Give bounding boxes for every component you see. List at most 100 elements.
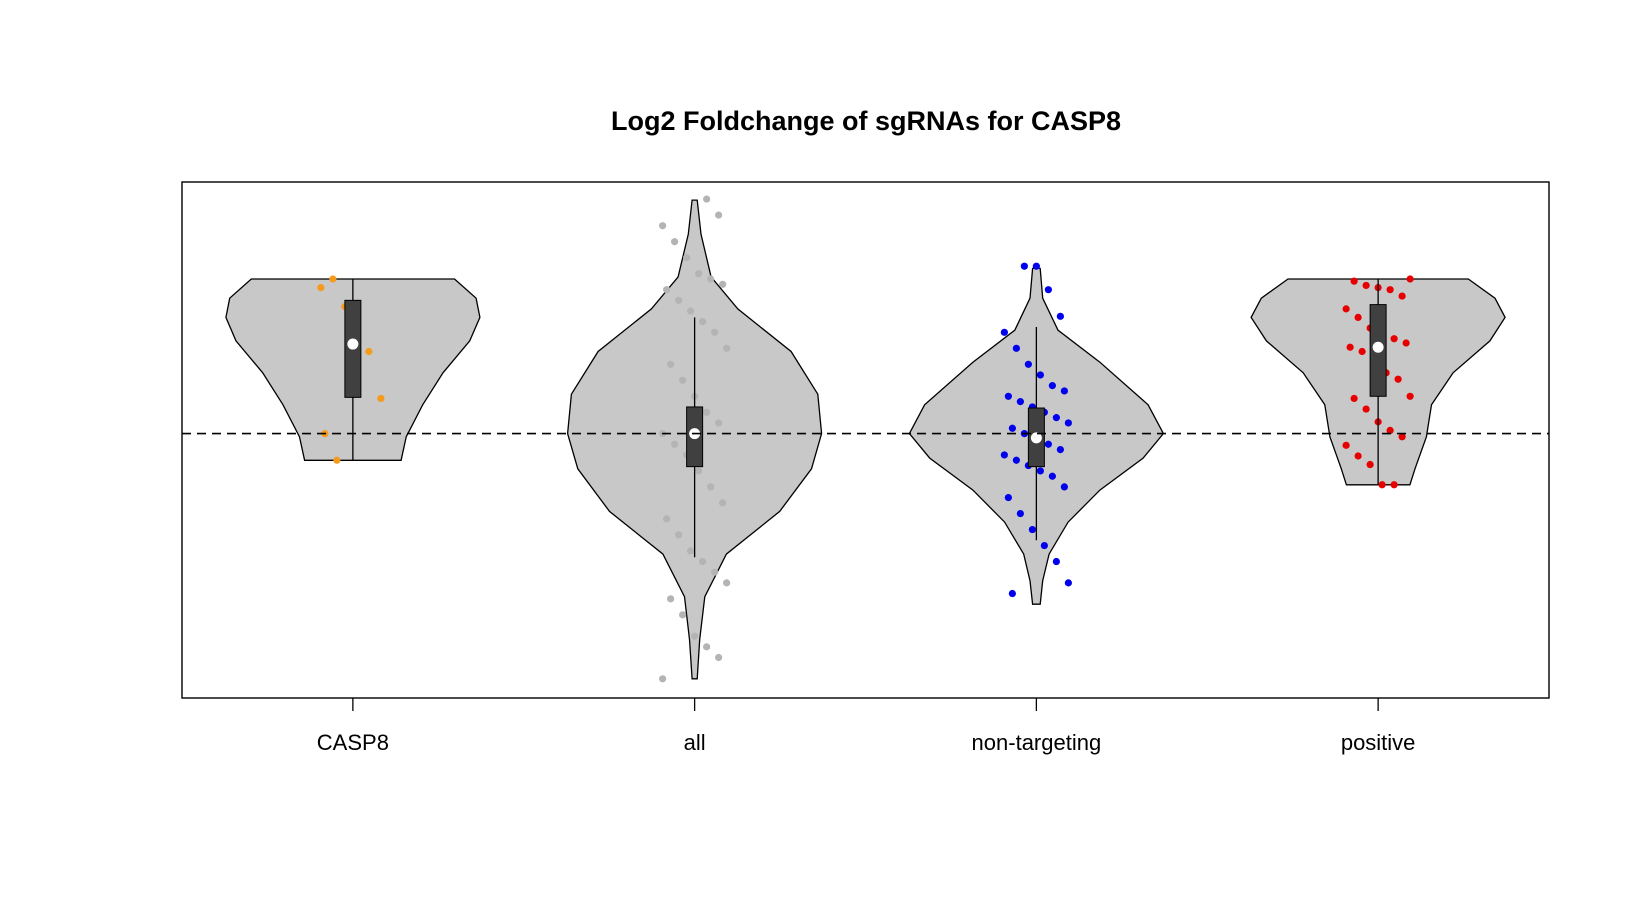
data-point — [695, 270, 703, 278]
data-point — [1040, 541, 1048, 550]
data-point — [691, 632, 699, 640]
median — [1030, 432, 1042, 444]
data-point — [715, 419, 723, 427]
chart-title: Log2 Foldchange of sgRNAs for CASP8 — [611, 106, 1121, 136]
data-point — [675, 296, 683, 304]
data-point — [377, 394, 385, 403]
data-point — [707, 275, 715, 283]
data-point — [1378, 481, 1386, 489]
x-tick-label: CASP8 — [317, 730, 389, 755]
data-point — [1358, 347, 1366, 356]
data-point — [1406, 392, 1414, 400]
median — [1372, 341, 1384, 353]
data-point — [703, 408, 711, 416]
data-point — [1016, 398, 1024, 406]
data-point — [719, 280, 727, 288]
data-point — [683, 254, 691, 262]
data-point — [1000, 328, 1008, 336]
data-point — [1000, 451, 1008, 459]
data-point — [663, 515, 671, 523]
data-point — [1044, 440, 1052, 448]
data-point — [719, 499, 727, 507]
data-point — [1386, 426, 1394, 435]
data-point — [1398, 292, 1406, 300]
data-point — [659, 222, 667, 230]
data-point — [1390, 335, 1398, 343]
data-point — [679, 611, 687, 619]
data-point — [1016, 509, 1024, 518]
data-point — [1342, 305, 1350, 313]
data-point — [1004, 493, 1012, 502]
data-point — [1362, 281, 1370, 290]
data-point — [703, 643, 711, 651]
data-point — [1398, 433, 1406, 441]
data-point — [1032, 262, 1040, 270]
data-point — [663, 286, 671, 294]
data-point — [675, 531, 683, 539]
data-point — [1064, 579, 1072, 587]
data-point — [1048, 382, 1056, 390]
data-point — [329, 275, 337, 283]
data-point — [1386, 286, 1394, 294]
data-point — [1406, 275, 1414, 283]
data-point — [1024, 360, 1032, 368]
x-tick-label: non-targeting — [972, 730, 1102, 755]
data-point — [711, 328, 719, 336]
data-point — [699, 557, 707, 566]
data-point — [1064, 419, 1072, 427]
x-tick-label: positive — [1341, 730, 1416, 755]
data-point — [1012, 344, 1020, 352]
data-point — [1020, 262, 1028, 270]
data-point — [1008, 589, 1016, 598]
data-point — [687, 307, 695, 315]
data-point — [1402, 339, 1410, 347]
data-point — [699, 318, 707, 326]
data-point — [1028, 525, 1036, 534]
data-point — [333, 456, 341, 464]
data-point — [1004, 392, 1012, 400]
data-point — [1346, 343, 1354, 351]
data-point — [703, 195, 711, 203]
data-point — [695, 467, 703, 475]
data-point — [317, 283, 325, 292]
data-point — [711, 568, 719, 576]
data-point — [1060, 483, 1068, 491]
data-point — [679, 376, 687, 384]
data-point — [1044, 286, 1052, 294]
plot-frame — [181, 181, 1550, 699]
data-point — [1052, 414, 1060, 422]
data-point — [671, 238, 679, 246]
data-point — [707, 483, 715, 491]
data-point — [687, 547, 695, 555]
data-point — [667, 360, 675, 368]
data-point — [1394, 375, 1402, 383]
data-point — [1354, 313, 1362, 321]
data-point — [1056, 445, 1064, 454]
data-point — [1052, 557, 1060, 566]
data-point — [1048, 472, 1056, 480]
data-point — [1056, 312, 1064, 320]
data-point — [1350, 394, 1358, 403]
data-point — [1350, 277, 1358, 285]
data-point — [659, 675, 667, 683]
data-point — [723, 344, 731, 352]
data-point — [1036, 467, 1044, 475]
data-point — [1342, 441, 1350, 449]
data-point — [1366, 460, 1374, 469]
data-point — [1008, 424, 1016, 432]
data-point — [1390, 481, 1398, 489]
x-tick-label: all — [684, 730, 706, 755]
data-point — [365, 347, 373, 356]
data-point — [1362, 405, 1370, 413]
data-point — [1036, 371, 1044, 379]
data-point — [1012, 456, 1020, 464]
data-point — [667, 595, 675, 603]
data-point — [1354, 452, 1362, 460]
data-point — [715, 653, 723, 662]
data-point — [671, 440, 679, 448]
data-point — [723, 579, 731, 587]
data-point — [715, 211, 723, 219]
median — [347, 338, 359, 350]
data-point — [1060, 387, 1068, 395]
